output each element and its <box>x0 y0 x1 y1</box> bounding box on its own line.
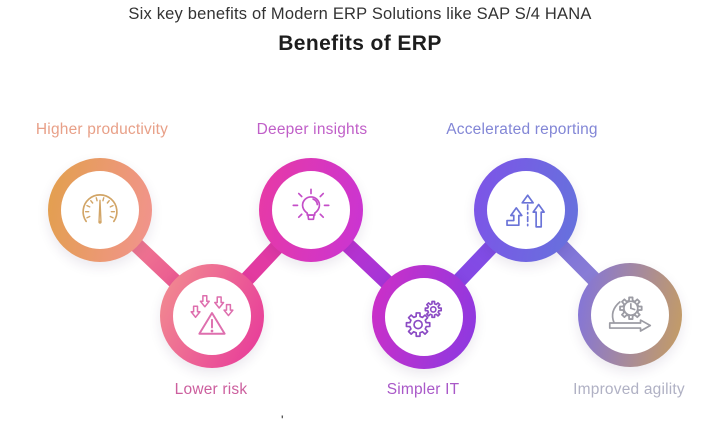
gears-icon <box>405 300 443 338</box>
label-improved-agility: Improved agility <box>573 381 685 398</box>
agile-sprint-icon <box>608 296 652 332</box>
label-accelerated-reporting: Accelerated reporting <box>446 121 598 138</box>
page-title: Six key benefits of Modern ERP Solutions… <box>128 5 592 23</box>
growth-arrows-icon <box>506 194 545 228</box>
lightbulb-icon <box>292 188 330 221</box>
stray-mark: ' <box>281 414 284 426</box>
label-lower-risk: Lower risk <box>174 381 248 398</box>
circle-lower-risk <box>160 264 264 368</box>
circle-simpler-it <box>372 265 476 369</box>
circle-improved-agility <box>578 263 682 367</box>
circle-higher-productivity <box>48 158 152 262</box>
label-deeper-insights: Deeper insights <box>256 121 368 138</box>
speedometer-icon <box>82 194 118 224</box>
warning-down-arrows-icon <box>190 294 234 335</box>
page-subtitle: Benefits of ERP <box>278 32 442 55</box>
label-simpler-it: Simpler IT <box>386 381 460 398</box>
label-higher-productivity: Higher productivity <box>35 121 169 138</box>
circle-deeper-insights <box>259 158 363 262</box>
circle-accelerated-reporting <box>474 158 578 262</box>
